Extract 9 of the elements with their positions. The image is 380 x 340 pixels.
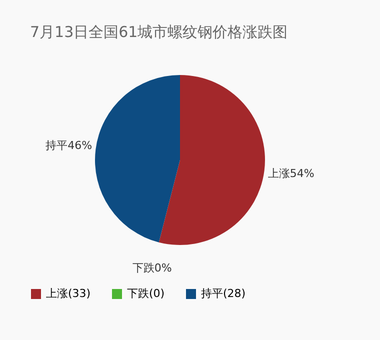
text: 下跌0% <box>132 261 172 274</box>
legend-label: 上涨(33) <box>46 287 91 300</box>
pie-slice <box>95 75 180 242</box>
legend-label: 持平(28) <box>201 287 246 300</box>
chart-title: 7月13日全国61城市螺纹钢价格涨跌图 <box>30 23 288 41</box>
pie-slice <box>158 75 265 245</box>
data-label: 上涨54% <box>268 167 314 180</box>
legend-label: 下跌(0) <box>127 287 165 300</box>
data-label: 持平46% <box>46 138 92 152</box>
